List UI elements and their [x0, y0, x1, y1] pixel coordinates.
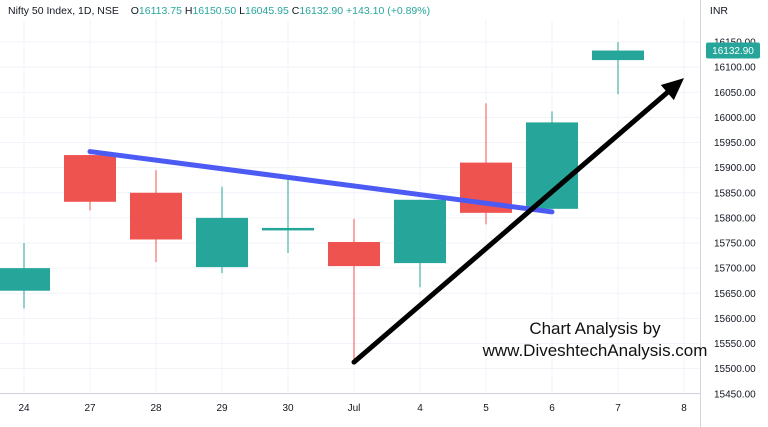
- symbol-legend: Nifty 50 Index, 1D, NSE O16113.75 H16150…: [8, 5, 430, 17]
- y-tick-label: 15750.00: [714, 239, 756, 250]
- y-tick-label: 15700.00: [714, 264, 756, 275]
- low-value: 16045.95: [245, 5, 289, 17]
- x-tick-label: 4: [417, 403, 423, 414]
- y-tick-label: 15450.00: [714, 389, 756, 400]
- y-tick-label: 15500.00: [714, 364, 756, 375]
- watermark: Chart Analysis by www.DiveshtechAnalysis…: [470, 318, 720, 362]
- y-tick-label: 15950.00: [714, 138, 756, 149]
- resistance-trendline: [87, 149, 555, 215]
- candle-up: [262, 227, 314, 231]
- open-label: O: [130, 5, 139, 17]
- high-value: 16150.50: [192, 5, 237, 17]
- x-tick-label: 27: [84, 403, 96, 414]
- change-value: +143.10 (+0.89%): [346, 5, 431, 17]
- candle-up: [196, 217, 248, 268]
- watermark-line-1: Chart Analysis by: [529, 319, 661, 338]
- open-value: 16113.75: [138, 5, 182, 17]
- x-tick-label: 8: [681, 403, 687, 414]
- x-tick-label: Jul: [348, 403, 361, 414]
- candle-up: [0, 268, 50, 291]
- close-label: C: [291, 5, 300, 17]
- y-tick-label: 15550.00: [714, 339, 756, 350]
- candle-up: [526, 122, 578, 209]
- x-tick-label: 30: [282, 403, 294, 414]
- support-arrow-head: [660, 78, 684, 101]
- x-tick-label: 6: [549, 403, 555, 414]
- x-tick-label: 24: [18, 403, 30, 414]
- candle-down: [328, 241, 380, 267]
- y-tick-label: 16100.00: [714, 63, 756, 74]
- x-tick-label: 28: [150, 403, 162, 414]
- candle-down: [130, 192, 182, 240]
- candle-up: [394, 199, 446, 264]
- symbol-name: Nifty 50 Index, 1D, NSE: [8, 5, 119, 17]
- candle-up: [592, 50, 644, 61]
- low-label: L: [239, 5, 245, 17]
- watermark-line-2: www.DiveshtechAnalysis.com: [482, 341, 708, 360]
- last-price-label: 16132.90: [712, 46, 754, 57]
- x-tick-label: 29: [216, 403, 228, 414]
- currency-label: INR: [709, 5, 728, 17]
- x-tick-label: 7: [615, 403, 621, 414]
- y-tick-label: 16000.00: [714, 113, 756, 124]
- close-value: 16132.90: [299, 5, 344, 17]
- y-tick-label: 15650.00: [714, 289, 756, 300]
- y-tick-label: 15800.00: [714, 213, 756, 224]
- x-tick-label: 5: [483, 403, 489, 414]
- y-tick-label: 15850.00: [714, 188, 756, 199]
- high-label: H: [184, 5, 193, 17]
- support-arrow-shaft: [351, 90, 670, 365]
- y-tick-label: 15900.00: [714, 163, 756, 174]
- candle-down: [64, 155, 116, 202]
- y-tick-label: 15600.00: [714, 314, 756, 325]
- last-price-tag: [706, 42, 760, 59]
- y-tick-label: 16050.00: [714, 88, 756, 99]
